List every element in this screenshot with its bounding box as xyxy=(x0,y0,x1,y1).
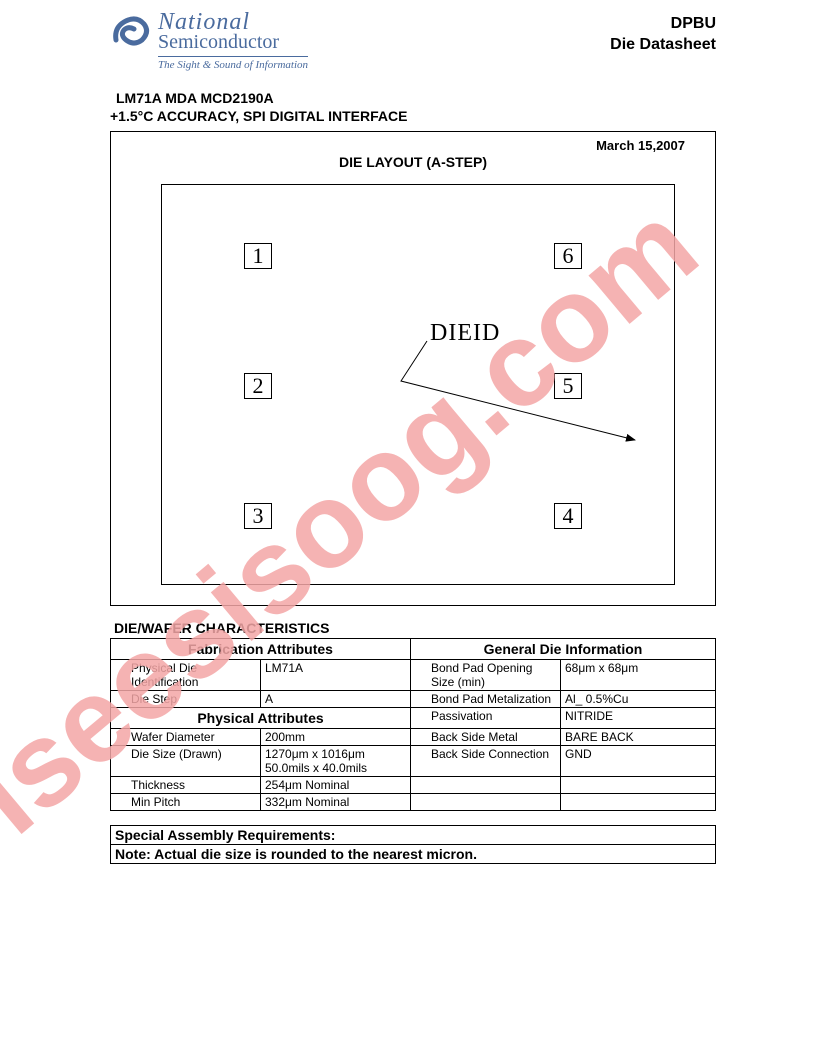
product-line1: LM71A MDA MCD2190A xyxy=(110,89,716,107)
attr-label: Passivation xyxy=(411,708,561,729)
group-gen: General Die Information xyxy=(411,639,716,660)
arrow-icon xyxy=(397,335,647,450)
attr-value: 254μm Nominal xyxy=(261,777,411,794)
characteristics-table: Fabrication Attributes General Die Infor… xyxy=(110,638,716,811)
doc-type: DPBU Die Datasheet xyxy=(610,10,716,56)
attr-label: Min Pitch xyxy=(111,794,261,811)
doc-type-line1: DPBU xyxy=(610,14,716,35)
bond-pad-3: 3 xyxy=(244,503,272,529)
attr-value: 200mm xyxy=(261,729,411,746)
attr-label: Back Side Connection xyxy=(411,746,561,777)
attr-label: Thickness xyxy=(111,777,261,794)
notes-line2: Note: Actual die size is rounded to the … xyxy=(111,845,716,864)
attr-label: Die Size (Drawn) xyxy=(111,746,261,777)
die-outline: 123654 DIEID xyxy=(161,184,675,585)
company-tagline: The Sight & Sound of Information xyxy=(158,56,308,71)
attr-value: LM71A xyxy=(261,660,411,691)
group-phys: Physical Attributes xyxy=(111,708,411,729)
attr-label: Bond Pad Opening Size (min) xyxy=(411,660,561,691)
logo-text: National Semiconductor The Sight & Sound… xyxy=(158,10,308,71)
attr-value: 1270μm x 1016μm 50.0mils x 40.0mils xyxy=(261,746,411,777)
bond-pad-6: 6 xyxy=(554,243,582,269)
attr-value xyxy=(561,794,716,811)
char-section-title: DIE/WAFER CHARACTERISTICS xyxy=(110,620,716,636)
diagram-date: March 15,2007 xyxy=(596,138,685,153)
notes-line1: Special Assembly Requirements: xyxy=(111,826,716,845)
bond-pad-2: 2 xyxy=(244,373,272,399)
attr-value xyxy=(561,777,716,794)
attr-value: NITRIDE xyxy=(561,708,716,729)
attr-label: Back Side Metal xyxy=(411,729,561,746)
company-name-2: Semiconductor xyxy=(158,32,308,52)
bond-pad-1: 1 xyxy=(244,243,272,269)
attr-label: Physical Die Identification xyxy=(111,660,261,691)
attr-label: Bond Pad Metalization xyxy=(411,691,561,708)
product-title: LM71A MDA MCD2190A +1.5°C ACCURACY, SPI … xyxy=(110,89,716,125)
attr-value: 68μm x 68μm xyxy=(561,660,716,691)
company-logo: National Semiconductor The Sight & Sound… xyxy=(110,10,308,71)
attr-value: A xyxy=(261,691,411,708)
attr-label xyxy=(411,794,561,811)
attr-value: GND xyxy=(561,746,716,777)
attr-value: 332μm Nominal xyxy=(261,794,411,811)
product-line2: +1.5°C ACCURACY, SPI DIGITAL INTERFACE xyxy=(110,107,716,125)
doc-type-line2: Die Datasheet xyxy=(610,35,716,56)
attr-label xyxy=(411,777,561,794)
die-layout-diagram: March 15,2007 DIE LAYOUT (A-STEP) 123654… xyxy=(110,131,716,606)
logo-swirl-icon xyxy=(110,10,152,52)
attr-value: Al_ 0.5%Cu xyxy=(561,691,716,708)
notes-table: Special Assembly Requirements: Note: Act… xyxy=(110,825,716,864)
attr-label: Die Step xyxy=(111,691,261,708)
attr-value: BARE BACK xyxy=(561,729,716,746)
header: National Semiconductor The Sight & Sound… xyxy=(110,10,716,71)
group-fab: Fabrication Attributes xyxy=(111,639,411,660)
bond-pad-4: 4 xyxy=(554,503,582,529)
attr-label: Wafer Diameter xyxy=(111,729,261,746)
